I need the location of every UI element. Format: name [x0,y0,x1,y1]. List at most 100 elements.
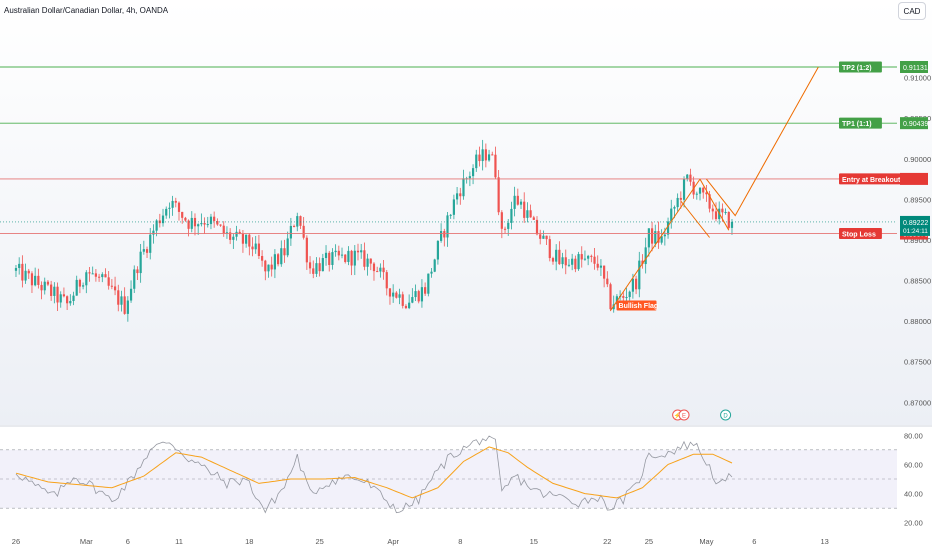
candle-body [241,233,245,244]
candle-body [321,258,324,272]
flagpole-line [610,178,701,311]
candle-body [264,260,267,272]
candle-body [427,273,430,294]
candle-body [711,208,714,212]
price-tick-label: 0.91000 [904,74,931,83]
candle-body [401,294,404,306]
rsi-band [0,449,897,509]
candle-body [280,248,283,265]
candle-body [257,243,261,256]
candle-body [235,231,238,237]
candle-body [72,295,75,301]
candle-body [535,219,539,235]
candle-body [526,210,529,218]
event-icons: ⚡ E D [672,409,732,421]
candle-body [30,273,34,286]
candle-body [666,221,670,235]
candle-body [558,249,561,265]
candle-body [292,225,296,227]
candle-body [411,297,414,303]
time-tick-label: 6 [752,537,756,546]
candle-body [145,249,149,253]
candle-body [78,279,82,287]
candle-body [238,231,241,234]
time-tick-label: 25 [315,537,323,546]
candle-body [133,269,136,289]
candle-body [670,208,673,222]
level-label-box [839,228,882,240]
candle-body [366,258,369,267]
candle-body [612,304,615,310]
candle-body [200,223,203,225]
time-tick-label: Apr [387,537,399,546]
candle-body [727,211,730,228]
candle-body [85,272,88,286]
candle-body [328,252,331,265]
candle-body [408,302,411,309]
candle-body [245,234,248,244]
candle-body [350,250,353,266]
candle-body [91,273,94,275]
candle-body [37,275,40,285]
candle-body [660,236,663,243]
candle-body [708,194,711,209]
candle-body [596,263,599,268]
last-price-box [900,215,930,236]
candle-body [497,177,500,213]
candle-body [34,275,37,286]
rsi-tick-label: 20.00 [904,519,923,528]
candle-body [574,258,577,270]
candle-body [609,284,612,310]
candle-body [724,211,727,213]
candle-body [107,277,110,286]
candle-body [299,216,302,226]
candle-body [203,223,206,225]
candle-body [283,248,286,256]
candle-body [50,284,53,296]
time-tick-label: Mar [80,537,93,546]
candle-body [152,230,155,235]
candle-body [318,263,321,272]
candle-body [270,264,273,270]
candle-body [641,260,644,265]
candle-body [603,265,606,279]
level-price-label: 0.91131 [903,65,928,72]
candle-body [532,217,535,220]
icon-glyph: E [682,414,686,420]
pattern-label-box [616,300,657,311]
price-background [0,0,932,425]
candle-body [276,254,280,265]
candle-body [40,284,43,291]
candle-body [225,232,229,234]
currency-button[interactable]: CAD [898,2,926,20]
candle-body [117,290,120,305]
candle-body [395,292,398,298]
candle-body [197,224,200,227]
time-tick-label: 15 [530,537,538,546]
candle-body [110,285,113,287]
candle-body [97,276,101,278]
earnings-icon: E [678,409,690,421]
candle-body [542,235,545,239]
candle-body [417,291,420,302]
time-tick-label: 13 [821,537,829,546]
time-tick-label: May [699,537,713,546]
candle-body [251,246,254,250]
candle-body [500,212,503,229]
candle-body [433,259,436,272]
icon-circle [720,409,732,421]
candle-body [286,238,289,256]
level-label: TP2 (1:2) [842,65,872,72]
pattern-label: Bullish Flag [619,303,659,310]
price-tick-label: 0.87000 [904,398,931,407]
candle-body [302,225,305,238]
candle-body [379,267,382,272]
rsi-tick-label: 60.00 [904,460,923,469]
candle-body [219,224,222,226]
candle-body [682,178,686,200]
candle-body [209,216,213,225]
icon-glyph: D [723,414,728,420]
projection-path [706,66,819,217]
candle-body [564,257,567,266]
